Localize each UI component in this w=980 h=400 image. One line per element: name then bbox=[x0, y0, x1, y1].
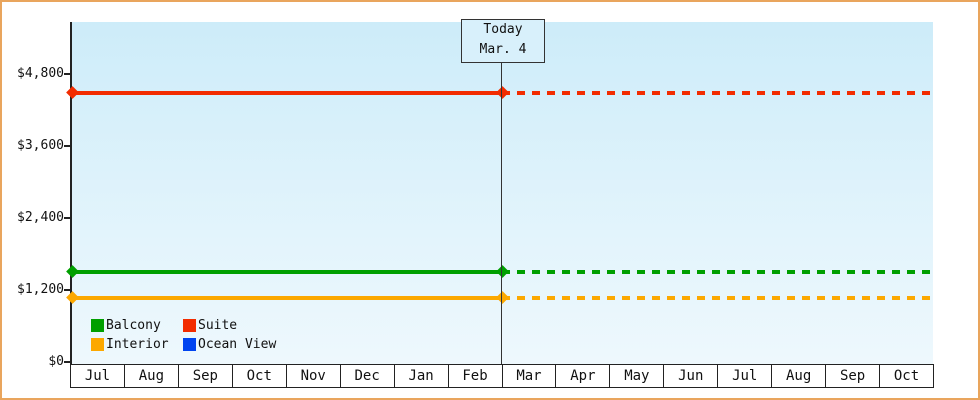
y-axis-label: $3,600 bbox=[17, 138, 64, 153]
today-date: Mar. 4 bbox=[479, 42, 527, 57]
legend-item-interior: Interior bbox=[91, 335, 183, 354]
suite-swatch-icon bbox=[183, 319, 196, 332]
x-axis-label: Apr bbox=[556, 365, 611, 387]
suite-start-marker bbox=[66, 86, 79, 99]
x-axis-label: Jul bbox=[718, 365, 773, 387]
y-axis-label: $1,200 bbox=[17, 282, 64, 297]
legend-label: Balcony bbox=[106, 318, 161, 333]
x-axis-label: Sep bbox=[826, 365, 881, 387]
interior-line-solid bbox=[72, 296, 502, 300]
x-axis-label: May bbox=[610, 365, 665, 387]
x-axis-label: Oct bbox=[233, 365, 287, 387]
y-axis-line bbox=[70, 22, 72, 364]
balcony-today-marker bbox=[496, 265, 509, 278]
ocean-view-swatch-icon bbox=[183, 338, 196, 351]
legend: Balcony Suite Interior Ocean View bbox=[91, 316, 276, 354]
y-axis-tick bbox=[64, 361, 71, 363]
x-axis-label: Oct bbox=[893, 368, 920, 384]
legend-item-suite: Suite bbox=[183, 316, 237, 335]
interior-today-marker bbox=[496, 291, 509, 304]
interior-start-marker bbox=[66, 291, 79, 304]
x-axis-label: Feb bbox=[449, 365, 503, 387]
balcony-swatch-icon bbox=[91, 319, 104, 332]
legend-label: Interior bbox=[106, 337, 169, 352]
y-axis-tick bbox=[64, 289, 71, 291]
x-axis-label: Mar bbox=[503, 365, 557, 387]
y-axis-tick bbox=[64, 73, 71, 75]
today-vertical-line bbox=[501, 60, 502, 364]
legend-item-ocean-view: Ocean View bbox=[183, 335, 276, 354]
x-axis-label: Jun bbox=[664, 365, 719, 387]
y-axis-tick bbox=[64, 217, 71, 219]
interior-price-line bbox=[66, 291, 933, 304]
legend-label: Ocean View bbox=[198, 337, 277, 352]
suite-line-dashed bbox=[502, 91, 933, 95]
interior-line-dashed bbox=[502, 296, 933, 300]
y-axis-label: $2,400 bbox=[17, 210, 64, 225]
today-label: Today bbox=[483, 22, 523, 37]
x-axis-label: Sep bbox=[179, 365, 233, 387]
legend-item-balcony: Balcony bbox=[91, 316, 183, 335]
x-axis-label: Jan bbox=[395, 365, 449, 387]
y-axis-label: $0 bbox=[48, 354, 64, 369]
x-axis-label: Nov bbox=[287, 365, 341, 387]
interior-swatch-icon bbox=[91, 338, 104, 351]
suite-price-line bbox=[66, 86, 933, 99]
balcony-line-dashed bbox=[502, 270, 933, 274]
balcony-start-marker bbox=[66, 265, 79, 278]
x-axis-label: Dec bbox=[341, 365, 395, 387]
x-axis-label: Jul bbox=[71, 365, 125, 387]
suite-line-solid bbox=[72, 91, 502, 95]
balcony-price-line bbox=[66, 265, 933, 278]
plot-area: Balcony Suite Interior Ocean View bbox=[66, 22, 933, 364]
x-axis-label: Aug bbox=[772, 365, 827, 387]
y-axis-label: $4,800 bbox=[17, 66, 64, 81]
x-axis: Jul Aug Sep Oct Nov Dec Jan Feb Mar Apr … bbox=[70, 364, 934, 388]
today-annotation: Today Mar. 4 bbox=[461, 19, 545, 63]
y-axis-tick bbox=[64, 145, 71, 147]
balcony-line-solid bbox=[72, 270, 502, 274]
legend-label: Suite bbox=[198, 318, 238, 333]
x-axis-label: Aug bbox=[125, 365, 179, 387]
suite-today-marker bbox=[496, 86, 509, 99]
